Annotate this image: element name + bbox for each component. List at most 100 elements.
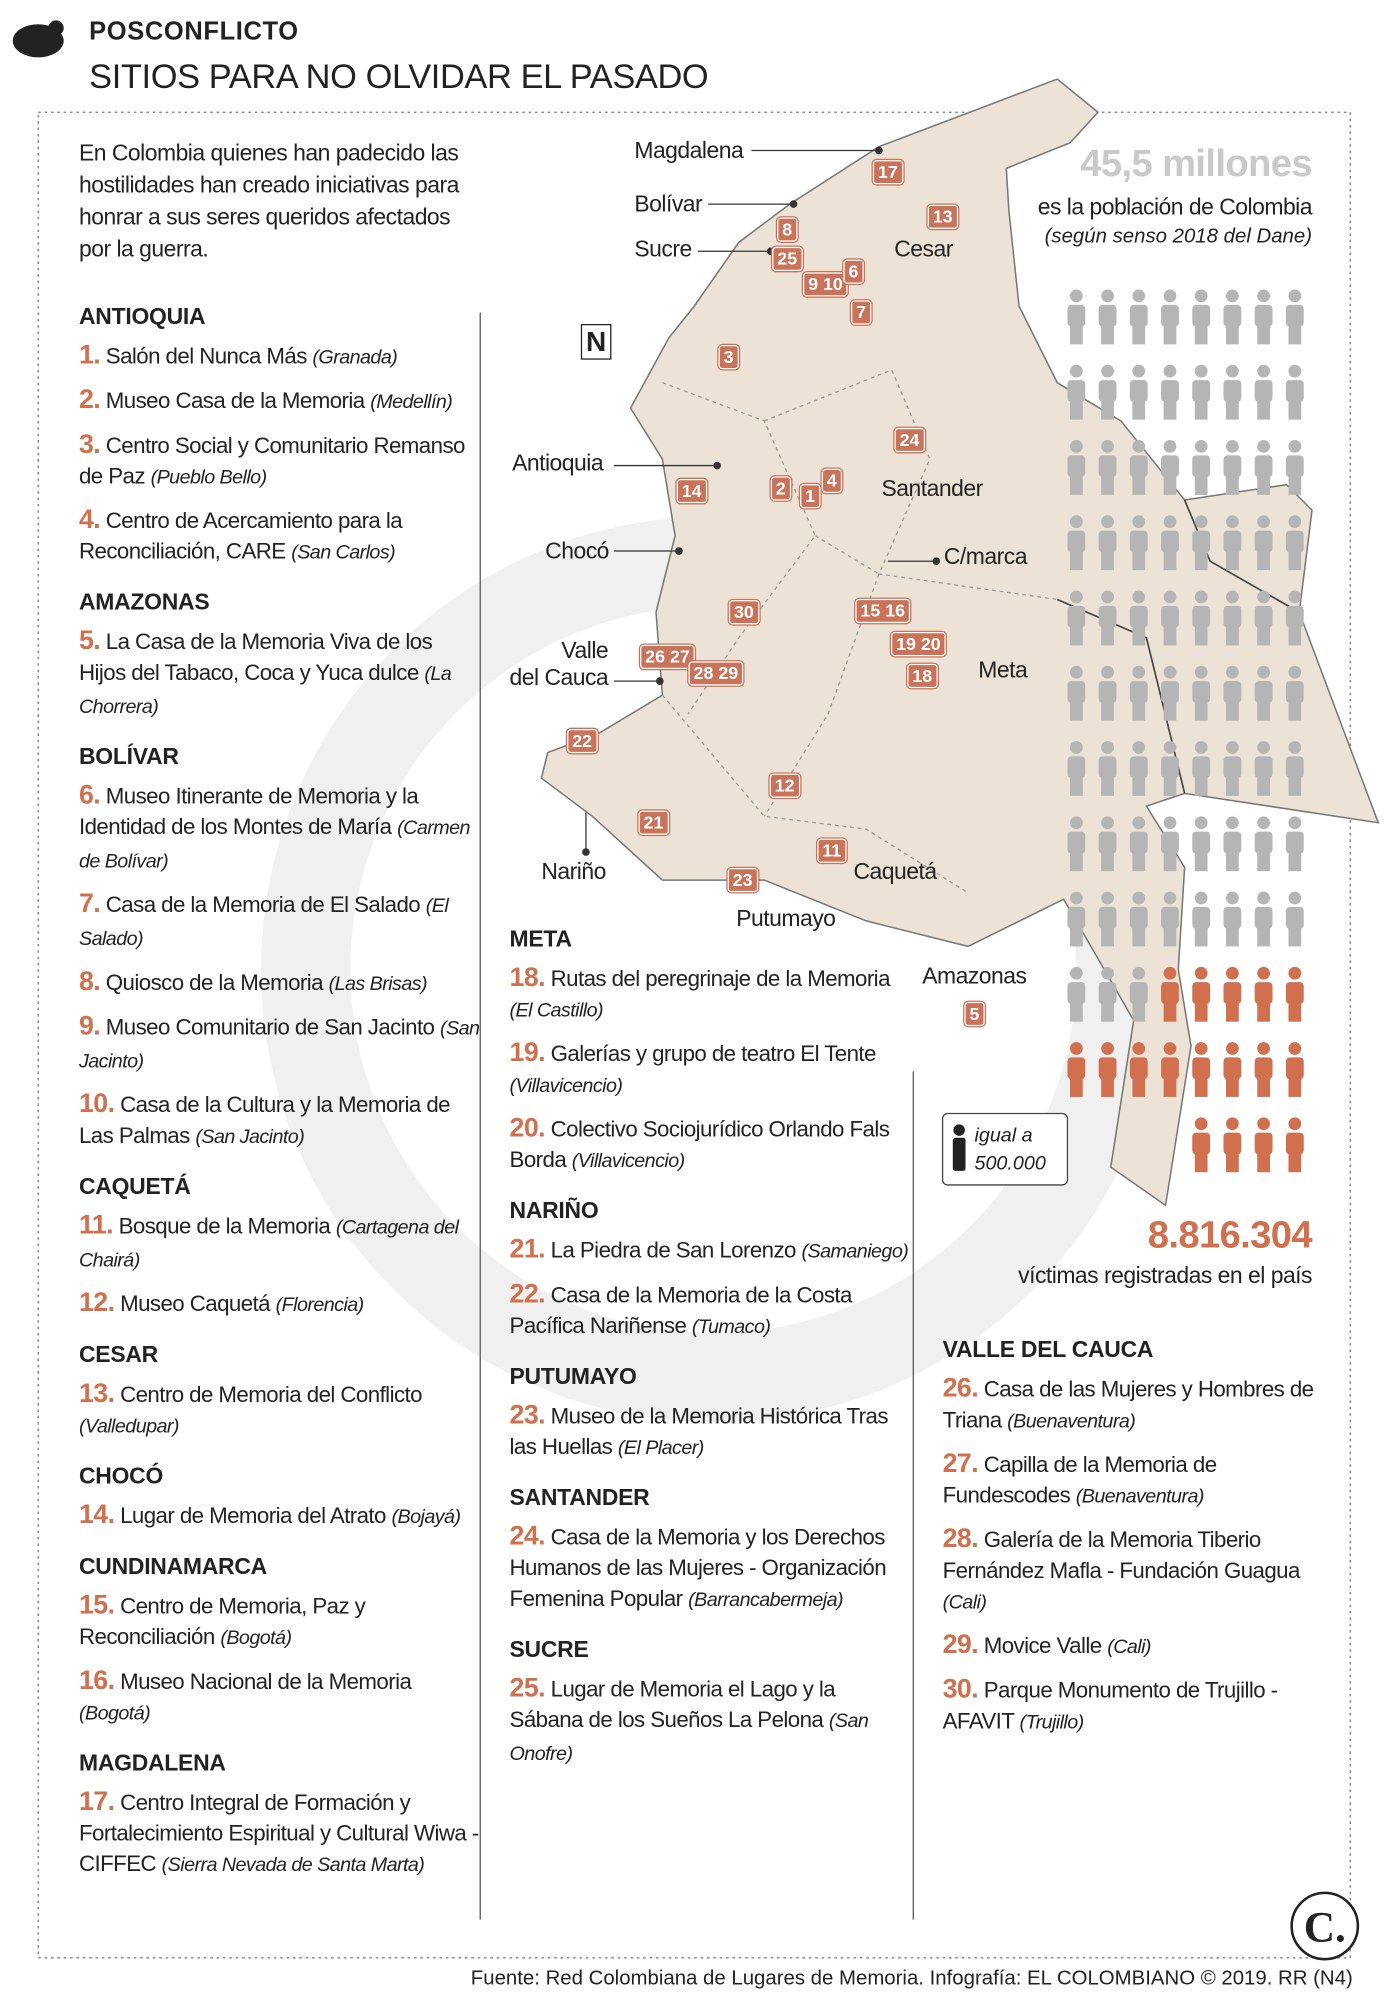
person-legs	[1163, 323, 1177, 345]
person-head	[1194, 590, 1208, 604]
person-legs	[1257, 474, 1270, 495]
person-icon	[1223, 289, 1242, 345]
site-name: Casa de la Cultura y la Memoria de Las P…	[78, 1091, 451, 1148]
person-legs	[1288, 1001, 1302, 1022]
person-head	[1132, 966, 1146, 980]
site-number: 10.	[78, 1089, 115, 1119]
kicker: POSCONFLICTO	[89, 17, 299, 46]
department-line: Meta	[978, 656, 1028, 683]
person-head	[1226, 891, 1239, 905]
person-icon	[1098, 440, 1117, 495]
person-head	[1069, 665, 1083, 679]
person-body	[1285, 756, 1304, 779]
person-legs	[1163, 1076, 1177, 1097]
department-line: Antioquia	[512, 450, 604, 476]
person-head	[1163, 590, 1177, 604]
map-marker: 12	[769, 773, 800, 798]
person-body	[1223, 756, 1242, 779]
person-icon	[1285, 1117, 1304, 1173]
person-legs	[1101, 549, 1114, 571]
person-body	[1129, 756, 1148, 779]
site-name: Colectivo Sociojurídico Orlando Fals Bor…	[509, 1116, 890, 1173]
person-body	[1161, 380, 1179, 402]
person-icon	[1285, 289, 1304, 345]
site: 15. Centro de Memoria, Paz y Reconciliac…	[79, 1591, 480, 1655]
person-body	[1192, 530, 1211, 553]
site-name: Casa de la Memoria de El Salado	[105, 891, 421, 918]
person-icon	[1129, 966, 1148, 1022]
person-head	[1101, 665, 1114, 679]
person-body	[1254, 1132, 1273, 1155]
person-legs	[1257, 1001, 1270, 1022]
person-legs	[1288, 474, 1302, 495]
site: 26. Casa de las Mujeres y Hombres de Tri…	[943, 1374, 1325, 1438]
person-legs	[1163, 624, 1177, 646]
frame	[37, 111, 1351, 1959]
map-marker: 4	[821, 468, 842, 493]
person-body	[1223, 831, 1242, 854]
site-number: 4.	[78, 505, 101, 535]
person-body	[1098, 304, 1117, 327]
person-body	[1161, 982, 1179, 1004]
map-marker: 19 20	[890, 632, 946, 657]
person-legs	[1257, 399, 1270, 420]
person-icon	[1067, 665, 1086, 721]
population-note: (según senso 2018 del Dane)	[1044, 225, 1313, 248]
person-legs	[1101, 323, 1114, 345]
person-body	[1067, 756, 1086, 779]
leader-dot	[656, 677, 664, 685]
person-icon	[1161, 289, 1179, 345]
person-icon	[1285, 515, 1304, 571]
person-head	[1101, 590, 1114, 604]
person-legs	[1226, 399, 1239, 420]
map-marker: 23	[727, 867, 758, 893]
department-line: Sucre	[634, 235, 692, 262]
person-icon	[1098, 741, 1117, 796]
department-label: Valle del Cauca	[510, 638, 609, 692]
person-head	[1288, 440, 1302, 453]
person-body	[1161, 455, 1179, 478]
person-legs	[1194, 700, 1208, 721]
region-name: META	[509, 926, 572, 952]
person-legs	[1194, 399, 1208, 420]
person-body	[1254, 605, 1273, 628]
person-icon	[1192, 289, 1211, 345]
person-legs	[1194, 1001, 1208, 1022]
site: 8. Quiosco de la Memoria (Las Brisas)	[79, 967, 480, 1000]
site-place: (El Salado)	[78, 895, 449, 951]
person-body	[1129, 380, 1148, 402]
person-head	[1288, 1117, 1302, 1131]
person-body	[1254, 304, 1273, 327]
site-name: Lugar de Memoria del Atrato	[120, 1502, 386, 1529]
person-legs	[1132, 474, 1146, 495]
person-head	[1101, 966, 1114, 980]
person-body	[1098, 756, 1117, 779]
department-label: Amazonas	[922, 963, 1027, 990]
site: 25. Lugar de Memoria el Lago y la Sábana…	[510, 1673, 911, 1770]
person-icon	[1285, 966, 1304, 1022]
person-icon	[1067, 816, 1086, 872]
site-number: 22.	[509, 1279, 546, 1309]
person-body	[1129, 906, 1148, 929]
site-place: (San Onofre)	[509, 1710, 869, 1766]
person-body	[1129, 681, 1148, 703]
person-legs	[1288, 323, 1302, 345]
victims-text: víctimas registradas en el país	[1018, 1262, 1313, 1289]
person-icon	[1192, 364, 1211, 420]
person-head	[1194, 364, 1208, 378]
department-label: C/marca	[944, 543, 1028, 570]
person-legs	[1226, 700, 1239, 721]
person-icon	[1223, 665, 1242, 721]
person-icon	[1161, 816, 1179, 872]
person-legs	[1257, 1151, 1270, 1173]
person-icon	[1285, 816, 1304, 872]
leader-dot	[875, 146, 883, 155]
person-head	[1226, 364, 1239, 378]
person-body	[1192, 1132, 1211, 1155]
person-legs	[1163, 926, 1177, 947]
person-head	[1288, 665, 1302, 679]
person-legs	[1288, 1076, 1302, 1097]
person-body	[1223, 605, 1242, 628]
person-icon	[1161, 741, 1179, 796]
person-legs	[1132, 1001, 1146, 1022]
